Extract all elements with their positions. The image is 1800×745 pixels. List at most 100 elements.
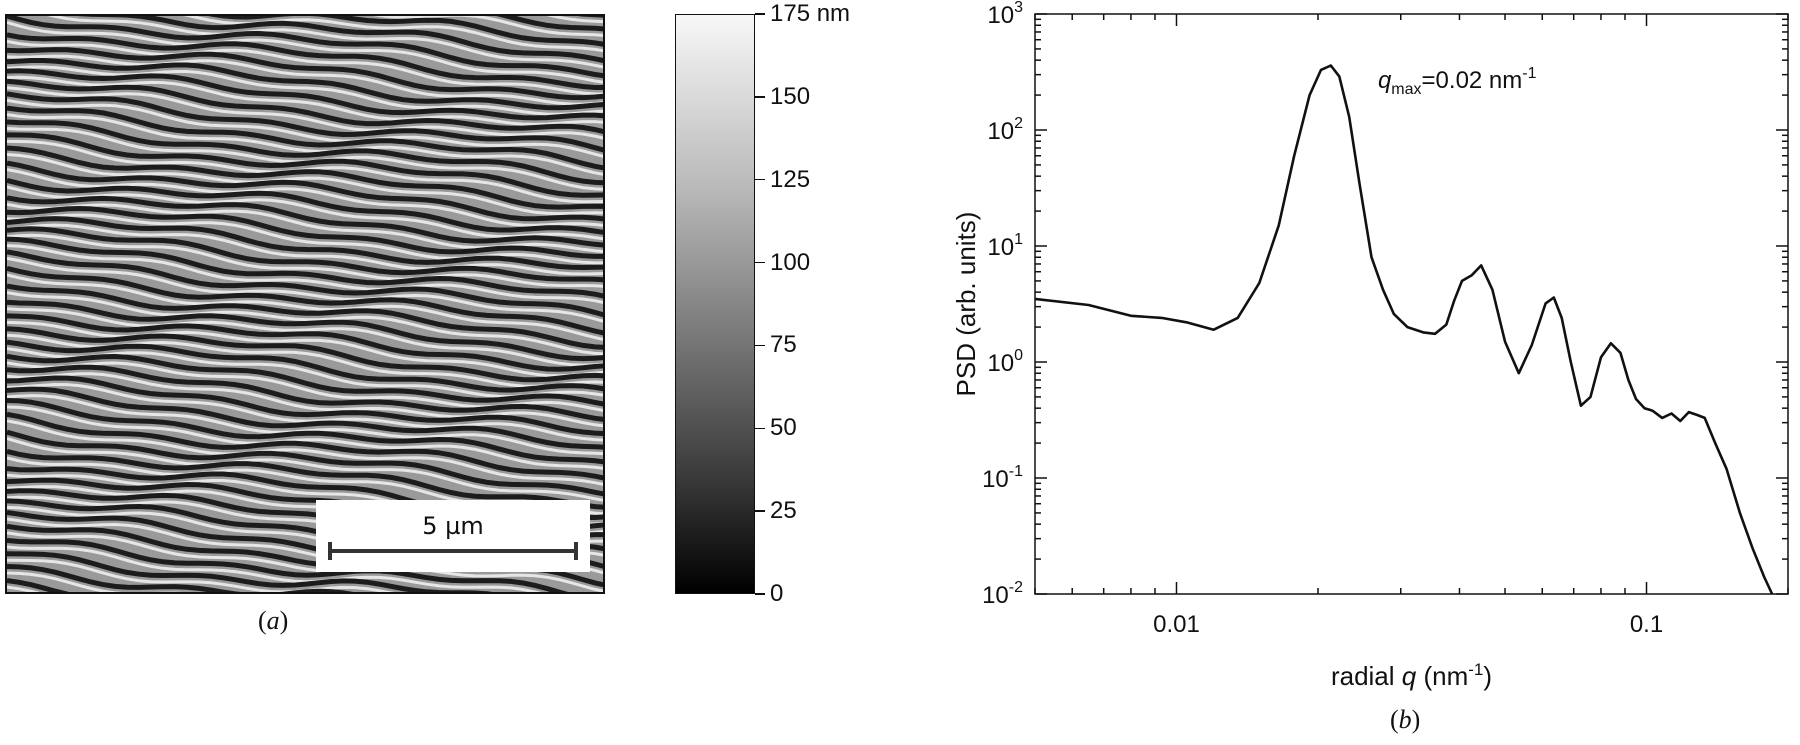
colorbar-tick (755, 427, 765, 430)
afm-stripe (7, 564, 354, 592)
afm-stripe-highlight (7, 233, 603, 288)
afm-stripe-highlight (7, 531, 603, 592)
height-colorbar (675, 14, 755, 594)
afm-stripe-highlight (7, 153, 603, 216)
afm-stripe-highlight (7, 113, 603, 176)
colorbar-tick (755, 344, 765, 347)
afm-stripe-highlight (7, 571, 184, 592)
y-tick-label: 100 (987, 347, 1023, 377)
afm-stripe-highlight (7, 86, 603, 140)
qmax-annotation: qmax=0.02 nm-1 (1378, 65, 1537, 98)
colorbar-tick-label: 0 (770, 580, 784, 607)
afm-stripe-highlight (7, 65, 603, 116)
afm-stripe (7, 249, 603, 318)
afm-stripe (7, 145, 603, 210)
afm-stripe (7, 32, 603, 90)
colorbar-tick-label: 100 (770, 248, 811, 276)
afm-stripe (7, 216, 603, 271)
colorbar-tick (755, 510, 765, 512)
afm-stripe (7, 375, 603, 437)
y-tick-label: 102 (987, 115, 1023, 145)
afm-stripe-highlight (7, 291, 603, 356)
afm-stripe (77, 16, 603, 64)
panel-label-b: (b) (1390, 705, 1421, 734)
colorbar-tick-label: 50 (770, 414, 797, 442)
afm-stripe (7, 313, 603, 372)
afm-stripe (7, 448, 603, 510)
afm-stripe-highlight (7, 54, 603, 106)
x-axis-label: radial q (nm-1) (1331, 660, 1492, 691)
afm-stripe (7, 68, 603, 121)
afm-stripe-highlight (7, 437, 603, 502)
afm-stripe (7, 353, 603, 407)
afm-stripe (7, 364, 603, 422)
afm-stripe-highlight (7, 75, 603, 126)
afm-stripe (7, 58, 603, 111)
afm-stripe (7, 177, 603, 235)
scale-bar-line (328, 542, 578, 560)
afm-stripe-highlight (7, 185, 603, 241)
afm-stripe-highlight (7, 256, 603, 323)
afm-stripe (7, 283, 603, 350)
afm-stripe (7, 551, 493, 592)
afm-stripe-highlight (7, 244, 603, 304)
x-tick-label: 0.01 (1153, 611, 1200, 638)
afm-stripe (7, 132, 603, 198)
afm-stripe (7, 226, 603, 283)
afm-stripe (208, 16, 603, 47)
afm-stripe (7, 265, 603, 336)
x-tick-label: 0.1 (1630, 611, 1663, 638)
afm-stripe (7, 339, 603, 393)
afm-stripe-highlight (372, 16, 603, 37)
scale-bar-label: 5 µm (422, 512, 484, 540)
stripe-pattern (7, 16, 603, 592)
afm-stripe (7, 411, 603, 481)
afm-stripe (7, 47, 603, 101)
afm-stripe (7, 91, 603, 153)
afm-stripe (7, 386, 603, 450)
afm-stripe-highlight (7, 223, 603, 276)
afm-stripe (7, 205, 603, 259)
colorbar-tick-label: 125 (770, 165, 811, 193)
afm-stripe (7, 326, 603, 383)
afm-stripe-highlight (47, 16, 603, 69)
colorbar-tick-label: 25 (770, 497, 797, 525)
afm-stripe (7, 236, 603, 299)
afm-stripe-highlight (7, 372, 603, 428)
afm-stripe-highlight (7, 320, 603, 378)
colorbar-tick-label: 75 (770, 331, 797, 359)
afm-stripe (7, 299, 603, 362)
colorbar-tick (755, 261, 765, 264)
afm-height-image: 5 µm (5, 14, 605, 594)
afm-stripe-highlight (7, 39, 603, 96)
afm-stripe-highlight (7, 382, 603, 442)
afm-stripe (495, 16, 603, 32)
afm-stripe (7, 16, 603, 79)
afm-stripe (7, 105, 603, 171)
y-axis-label: PSD (arb. units) (951, 212, 981, 397)
afm-stripe (7, 538, 569, 592)
afm-stripe-highlight (7, 307, 603, 367)
colorbar-tick (755, 13, 765, 15)
plot-frame (1034, 13, 1789, 595)
colorbar-tick-label: 150 (770, 82, 811, 110)
panel-label-a: (a) (258, 606, 289, 635)
afm-stripe (7, 119, 603, 186)
y-tick-label: 10-2 (982, 579, 1023, 609)
colorbar-tick (755, 96, 765, 98)
x-axis-ticks: 0.01 0.1 (1034, 14, 1789, 638)
colorbar-tick-label: 175 nm (770, 0, 851, 27)
y-tick-label: 101 (987, 231, 1023, 261)
afm-stripe-highlight (7, 213, 603, 265)
afm-stripe-highlight (7, 168, 603, 227)
y-tick-label: 10-1 (982, 463, 1023, 493)
afm-stripe (7, 160, 603, 222)
afm-stripe-highlight (7, 273, 603, 341)
scale-bar: 5 µm (316, 500, 590, 572)
colorbar-tick (755, 178, 765, 181)
psd-series-line (1034, 64, 1774, 595)
afm-stripe-highlight (7, 21, 603, 84)
colorbar-tick (755, 593, 765, 595)
afm-stripe (7, 398, 603, 465)
y-tick-label: 103 (987, 0, 1023, 29)
